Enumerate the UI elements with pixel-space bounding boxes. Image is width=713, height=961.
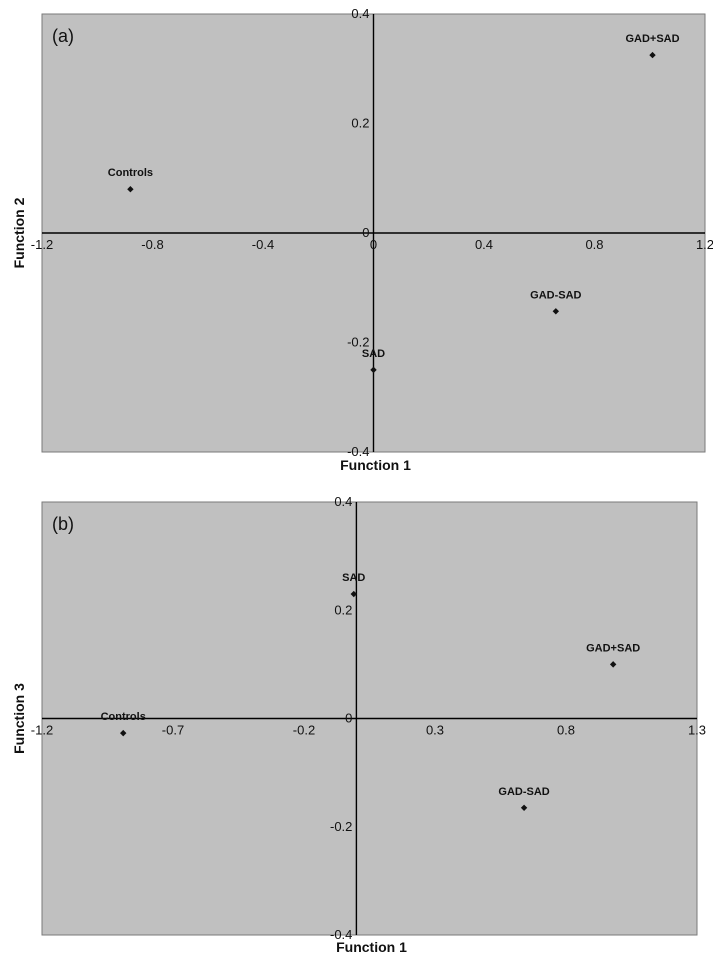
chart-panel-b: -1.2 -0.7 -0.2 0.3 0.8 1.3 0.4 0.2 0 -0.2 -0.4 (b) F…	[11, 494, 706, 955]
data-point-controls	[120, 729, 127, 737]
y-tick-label: -0.2	[347, 335, 369, 350]
data-point-sad	[370, 366, 377, 374]
y-tick-label: -0.4	[347, 444, 369, 459]
x-tick-label: -0.8	[141, 237, 163, 252]
x-tick-label: 0	[370, 237, 377, 252]
x-tick-label: 0.8	[585, 237, 603, 252]
y-axis-title: Function 3	[11, 683, 27, 754]
panel-label: (b)	[52, 514, 74, 534]
data-label: Controls	[108, 167, 153, 179]
x-axis-title: Function 1	[340, 457, 411, 473]
y-tick-label: 0.4	[334, 494, 352, 509]
data-label: SAD	[362, 348, 385, 360]
data-label: GAD-SAD	[498, 786, 549, 798]
y-tick-label: -0.4	[330, 927, 352, 942]
data-point-gad-sad	[609, 661, 617, 668]
data-label: Controls	[101, 711, 146, 723]
x-tick-label: 1.3	[688, 723, 706, 738]
x-tick-label: 1.2	[696, 237, 713, 252]
data-point-sad	[350, 590, 357, 598]
y-axis-title: Function 2	[11, 197, 27, 268]
data-point-gad-sad	[552, 308, 560, 315]
data-label: GAD+SAD	[625, 33, 679, 45]
x-tick-label: -0.4	[252, 237, 274, 252]
x-axis-title: Function 1	[336, 939, 407, 955]
x-tick-label: 0.8	[557, 723, 575, 738]
data-label: SAD	[342, 572, 365, 584]
y-tick-label: -0.2	[330, 819, 352, 834]
x-tick-label: -1.2	[31, 723, 53, 738]
y-tick-label: 0.2	[351, 116, 369, 131]
y-tick-label: 0.4	[351, 6, 369, 21]
data-label: GAD-SAD	[530, 289, 581, 301]
x-tick-label: -0.7	[162, 723, 184, 738]
x-tick-label: 0.3	[426, 723, 444, 738]
x-tick-label: -1.2	[31, 237, 53, 252]
data-point-controls	[127, 186, 134, 193]
y-tick-label: 0.2	[334, 602, 352, 617]
chart-panel-a: -1.2 -0.8 -0.4 0 0.4 0.8 1.2 0.4 0.2 0 -0.2 -0.4 (a)…	[11, 6, 713, 473]
panel-label: (a)	[52, 26, 74, 46]
y-tick-label: 0	[362, 225, 369, 240]
data-point-gad-sad	[520, 804, 528, 812]
x-tick-label: -0.2	[293, 723, 315, 738]
x-tick-label: 0.4	[475, 237, 493, 252]
y-tick-label: 0	[345, 711, 352, 726]
data-point-gad-sad	[649, 51, 656, 59]
data-label: GAD+SAD	[586, 642, 640, 654]
